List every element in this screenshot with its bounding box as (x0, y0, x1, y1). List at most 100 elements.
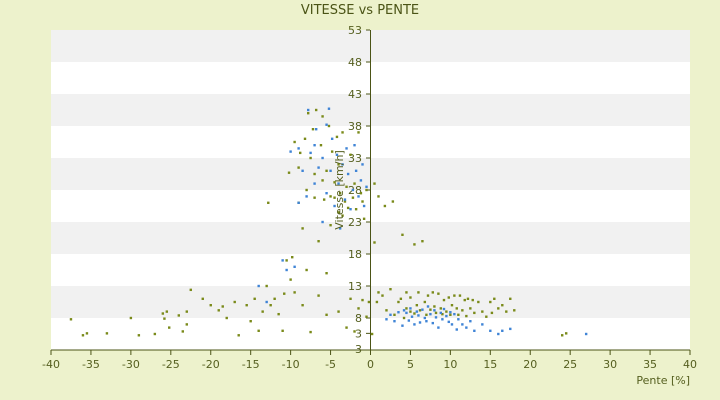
olive-point (81, 334, 85, 337)
olive-point (313, 196, 316, 199)
olive-point (377, 291, 380, 294)
x-ticks: -40 -35 -30 -25 -20 -15 -10 -5 0 5 10 15 20 25 30 35 40 (42, 350, 697, 371)
olive-point (281, 329, 284, 332)
olive-point (399, 297, 403, 300)
blue-point (333, 204, 336, 208)
olive-point (377, 195, 380, 198)
olive-point (299, 151, 302, 155)
olive-point (303, 137, 307, 140)
olive-point (217, 309, 220, 312)
blue-point (337, 182, 340, 185)
olive-point (383, 204, 387, 208)
x-tick-label: 0 (367, 358, 374, 371)
olive-point (359, 192, 363, 195)
olive-point (346, 206, 350, 210)
blue-point (301, 169, 304, 172)
blue-point (351, 188, 355, 192)
blue-point (309, 151, 312, 155)
blue-point (327, 107, 331, 110)
blue-point (410, 315, 414, 318)
olive-point (397, 300, 400, 304)
olive-point (391, 200, 395, 203)
olive-point (337, 211, 340, 214)
blue-point (407, 319, 411, 322)
olive-point (249, 320, 252, 323)
blue-point (437, 326, 440, 329)
x-tick-label: 25 (563, 358, 577, 371)
olive-point (317, 240, 320, 243)
olive-point (343, 200, 347, 203)
olive-point (413, 312, 416, 315)
olive-point (466, 297, 470, 300)
olive-point (269, 304, 272, 307)
olive-point (309, 156, 312, 160)
olive-point (285, 259, 288, 262)
olive-point (329, 224, 332, 227)
olive-point (297, 166, 300, 169)
olive-point (469, 307, 472, 310)
blue-point (481, 323, 484, 326)
olive-point (375, 300, 379, 304)
olive-point (322, 198, 326, 201)
y-tick-label: 53 (348, 24, 362, 37)
y-tick-label: 23 (348, 216, 362, 229)
olive-point (409, 296, 412, 299)
blue-point (409, 307, 412, 310)
olive-point (129, 316, 133, 320)
data-points (69, 107, 588, 337)
olive-point (137, 334, 141, 337)
blue-point (426, 305, 430, 308)
olive-point (335, 135, 339, 139)
olive-point (165, 310, 169, 313)
olive-point (273, 297, 276, 300)
olive-point (209, 304, 212, 307)
olive-point (353, 330, 356, 333)
olive-point (457, 313, 460, 316)
x-tick-label: 20 (523, 358, 537, 371)
olive-point (185, 310, 188, 313)
olive-point (425, 313, 428, 316)
olive-point (333, 181, 336, 184)
blue-point (450, 323, 454, 326)
olive-point (277, 312, 280, 316)
olive-point (458, 294, 462, 297)
olive-point (385, 309, 388, 312)
olive-point (405, 307, 408, 310)
olive-point (293, 291, 296, 294)
olive-point (431, 291, 435, 294)
olive-point (354, 208, 358, 211)
y-tick-label: 38 (348, 120, 362, 133)
x-tick-label: -40 (42, 358, 60, 371)
blue-point (325, 192, 328, 195)
olive-point (337, 163, 340, 166)
olive-point (434, 311, 438, 315)
olive-point (362, 217, 366, 220)
olive-point (561, 334, 564, 337)
olive-point (69, 318, 73, 321)
x-tick-label: -15 (242, 358, 260, 371)
blue-point (441, 318, 444, 321)
blue-point (433, 309, 436, 312)
blue-point (434, 316, 438, 319)
olive-point (265, 284, 268, 288)
olive-point (471, 298, 474, 302)
olive-point (415, 304, 419, 307)
blue-point (343, 198, 347, 201)
olive-point (437, 292, 440, 295)
x-tick-label: -25 (162, 358, 180, 371)
blue-point (325, 123, 328, 126)
blue-point (353, 144, 356, 147)
x-tick-label: 10 (443, 358, 457, 371)
olive-point (473, 311, 476, 315)
x-tick-label: 35 (643, 358, 657, 371)
olive-point (105, 332, 109, 335)
blue-point (473, 329, 476, 332)
blue-point (297, 147, 300, 150)
olive-point (493, 297, 496, 300)
olive-point (441, 312, 444, 316)
blue-point (321, 220, 324, 224)
olive-point (353, 182, 356, 185)
blue-point (501, 329, 504, 332)
blue-point (265, 300, 268, 304)
